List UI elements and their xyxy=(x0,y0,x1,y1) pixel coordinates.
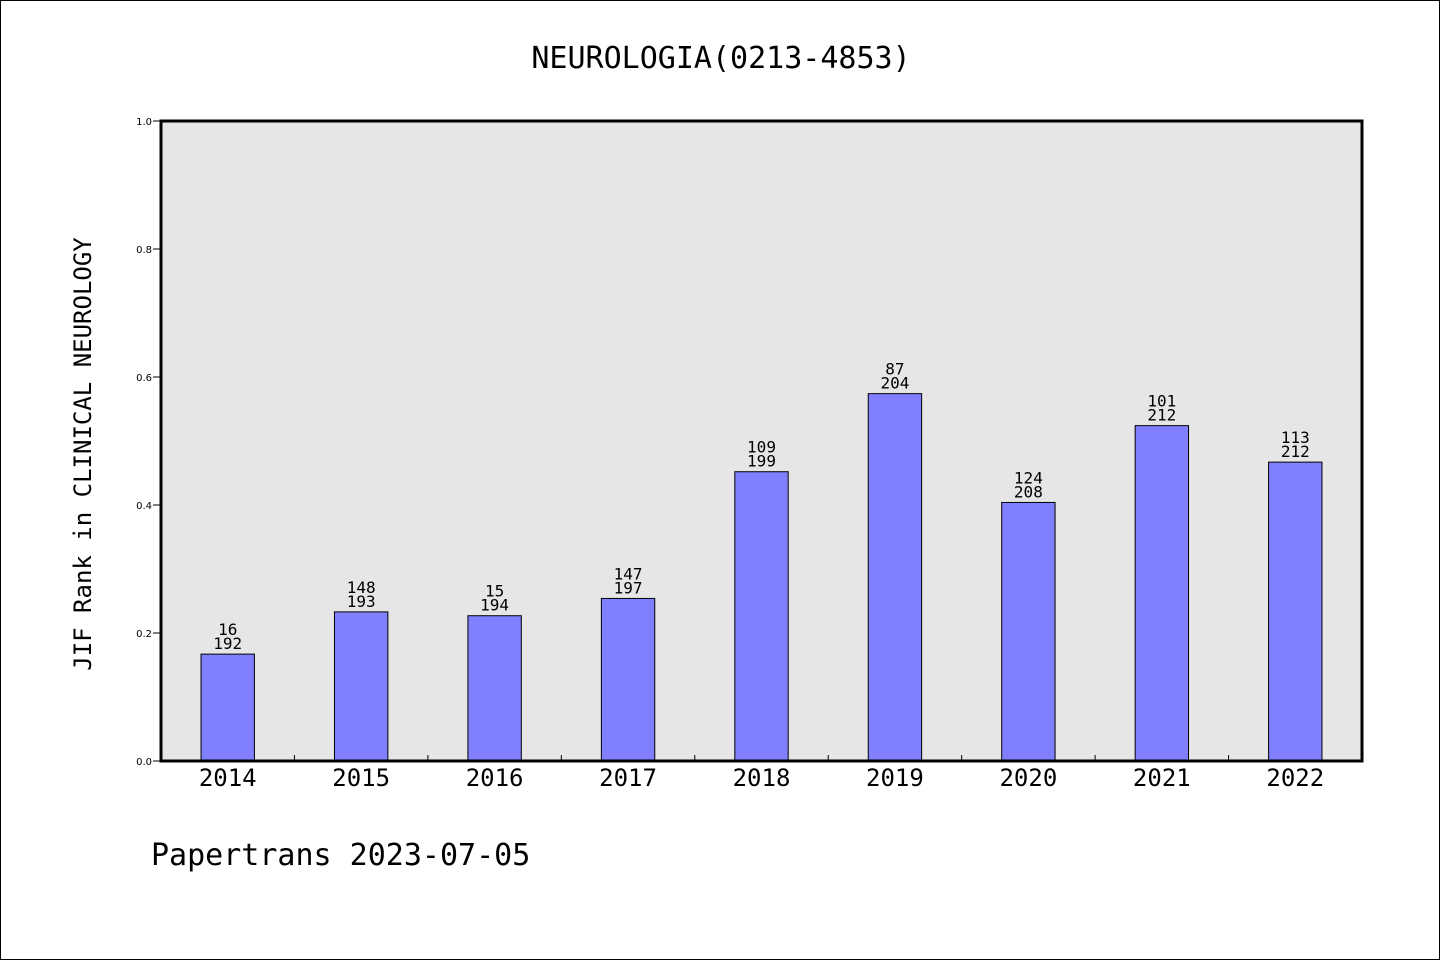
y-tick-label: 0.8 xyxy=(136,245,152,256)
y-tick-label: 0.0 xyxy=(136,757,152,768)
footer-watermark: Papertrans 2023-07-05 xyxy=(151,838,530,873)
data-label-total-2017: 197 xyxy=(614,578,643,597)
x-tick-label-2022: 2022 xyxy=(1266,764,1324,792)
data-label-total-2022: 212 xyxy=(1281,442,1310,461)
bar-2015 xyxy=(333,611,389,762)
y-axis-label: JIF Rank in CLINICAL NEUROLOGY xyxy=(69,237,97,671)
y-tick-label: 0.4 xyxy=(136,501,152,512)
data-label-rank-2019: 87 xyxy=(885,360,904,379)
data-label-rank-2022: 113 xyxy=(1281,428,1310,447)
data-label-rank-2018: 109 xyxy=(747,438,776,457)
data-label-rank-2020: 124 xyxy=(1014,468,1043,487)
x-tick-label-2018: 2018 xyxy=(733,764,791,792)
bar-2020 xyxy=(1001,501,1056,762)
y-tick-label: 1.0 xyxy=(136,117,152,128)
data-label-rank-2021: 101 xyxy=(1147,392,1176,411)
y-tick-label: 0.2 xyxy=(136,629,152,640)
data-label-total-2018: 199 xyxy=(747,452,776,471)
x-tick-label-2015: 2015 xyxy=(332,764,390,792)
data-label-rank-2015: 148 xyxy=(347,578,376,597)
data-label-total-2019: 204 xyxy=(880,374,909,393)
data-label-rank-2014: 16 xyxy=(218,620,237,639)
data-label-rank-2017: 147 xyxy=(614,564,643,583)
bar-2019 xyxy=(867,393,923,762)
x-tick-label-2020: 2020 xyxy=(999,764,1057,792)
bar-2022 xyxy=(1268,461,1323,762)
bar-2017 xyxy=(600,597,656,762)
bar-2014 xyxy=(200,653,255,762)
data-label-total-2015: 193 xyxy=(347,592,376,611)
data-label-total-2021: 212 xyxy=(1147,406,1176,425)
data-label-total-2014: 192 xyxy=(213,634,242,653)
x-tick-label-2014: 2014 xyxy=(199,764,257,792)
x-tick-label-2016: 2016 xyxy=(466,764,524,792)
axes-layer: 2014 2015 2016 2017 2018 2019 2020 2021 2022 0.0 0… xyxy=(136,117,1324,792)
x-tick-label-2021: 2021 xyxy=(1133,764,1191,792)
bar-2018 xyxy=(734,471,789,762)
bar-2016 xyxy=(467,615,522,762)
bar-2021 xyxy=(1134,425,1190,762)
plot-border xyxy=(159,119,1364,763)
y-tick-label: 0.6 xyxy=(136,373,152,384)
x-tick-label-2017: 2017 xyxy=(599,764,657,792)
x-tick-label-2019: 2019 xyxy=(866,764,924,792)
data-label-rank-2016: 15 xyxy=(485,582,504,601)
chart-title: NEUROLOGIA(0213-4853) xyxy=(531,41,910,76)
data-label-total-2020: 208 xyxy=(1014,482,1043,501)
data-label-total-2016: 194 xyxy=(480,596,509,615)
